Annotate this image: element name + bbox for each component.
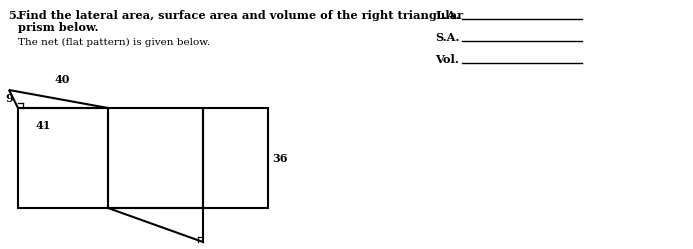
Text: Find the lateral area, surface area and volume of the right triangular: Find the lateral area, surface area and … bbox=[18, 10, 463, 21]
Text: 9: 9 bbox=[5, 92, 12, 104]
Text: Vol.: Vol. bbox=[435, 54, 459, 65]
Text: S.A.: S.A. bbox=[435, 32, 459, 43]
Text: 41: 41 bbox=[35, 120, 51, 131]
Text: 36: 36 bbox=[272, 152, 288, 164]
Text: prism below.: prism below. bbox=[18, 22, 98, 33]
Text: 40: 40 bbox=[54, 74, 70, 85]
Text: 5.: 5. bbox=[8, 10, 19, 21]
Text: The net (flat pattern) is given below.: The net (flat pattern) is given below. bbox=[18, 38, 210, 47]
Text: L.A.: L.A. bbox=[435, 10, 459, 21]
